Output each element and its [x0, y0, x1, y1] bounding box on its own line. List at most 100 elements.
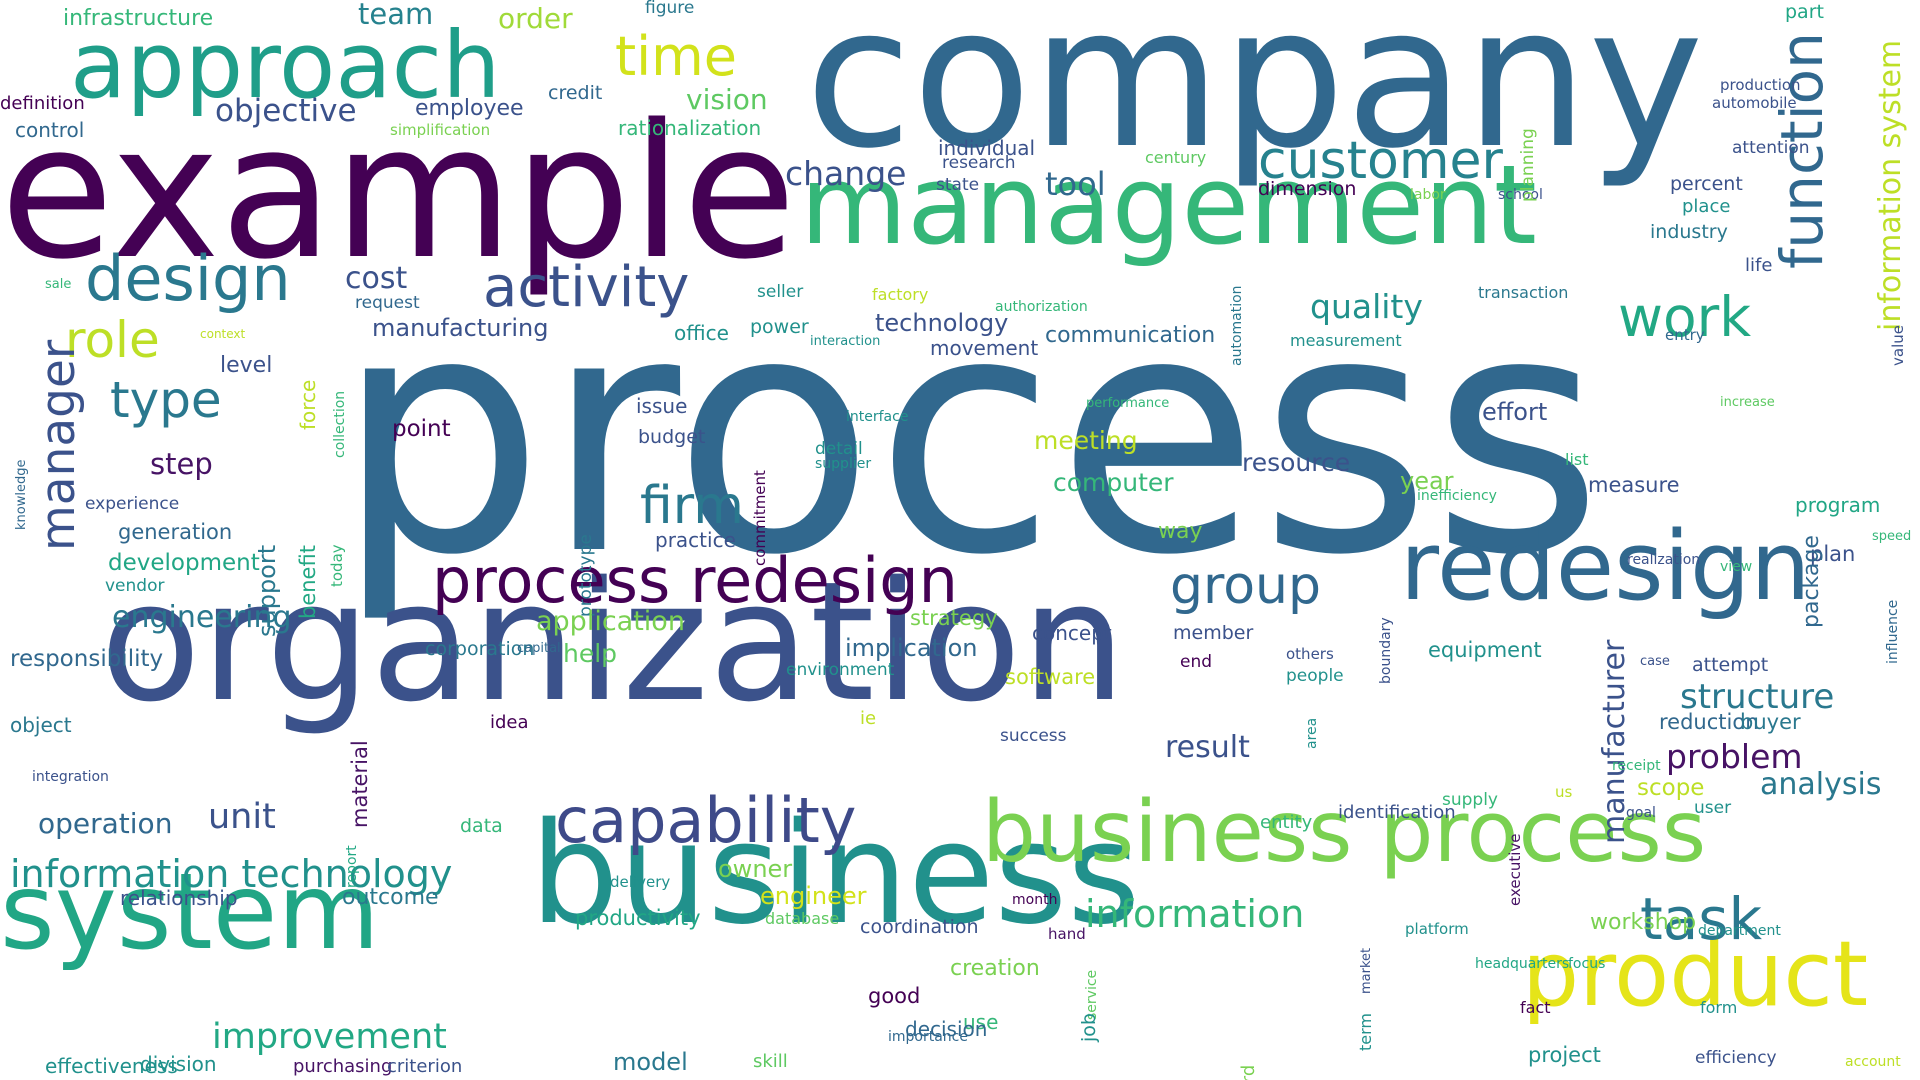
word-operation: operation: [38, 807, 173, 840]
word-firm: firm: [640, 476, 744, 536]
word-context: context: [200, 327, 246, 341]
word-redesign: redesign: [1400, 512, 1811, 622]
word-percent: percent: [1670, 173, 1743, 195]
word-effectiveness: effectiveness: [45, 1054, 178, 1078]
word-object: object: [10, 713, 72, 737]
word-end: end: [1180, 652, 1213, 672]
word-improvement: improvement: [212, 1017, 447, 1057]
word-attention: attention: [1732, 138, 1810, 158]
word-realization: realization: [1627, 552, 1701, 568]
word-infrastructure: infrastructure: [63, 6, 214, 31]
word-group: group: [1170, 556, 1322, 616]
word-productivity: productivity: [575, 906, 701, 930]
word-practice: practice: [655, 528, 736, 552]
word-buyer: buyer: [1740, 710, 1801, 734]
word-member: member: [1173, 622, 1254, 644]
word-form: form: [1700, 998, 1738, 1017]
word-business-process: business process: [982, 783, 1707, 882]
word-part: part: [1785, 1, 1824, 23]
word-measure: measure: [1588, 473, 1680, 497]
word-month: month: [1012, 892, 1058, 908]
word-approach: approach: [70, 12, 501, 119]
word-school: school: [1498, 187, 1543, 203]
word-inefficiency: inefficiency: [1417, 488, 1497, 504]
word-idea: idea: [490, 712, 529, 733]
word-business: business: [530, 793, 1141, 956]
word-interaction: interaction: [810, 334, 881, 349]
word-corporation: corporation: [425, 638, 535, 660]
word-today: today: [328, 544, 346, 587]
word-headquarters: headquarters: [1475, 956, 1570, 972]
word-attempt: attempt: [1692, 654, 1769, 676]
word-vision: vision: [686, 83, 768, 116]
word-manufacturing: manufacturing: [372, 314, 549, 342]
word-effort: effort: [1482, 398, 1548, 426]
word-automobile: automobile: [1712, 94, 1797, 112]
word-labor: labor: [1410, 187, 1446, 203]
word-vendor: vendor: [105, 576, 165, 596]
word-increase: increase: [1720, 395, 1775, 410]
word-database: database: [765, 909, 840, 928]
word-reduction: reduction: [1659, 710, 1759, 734]
word-tool: tool: [1045, 165, 1106, 203]
word-receipt: receipt: [1612, 758, 1661, 774]
word-environment: environment: [786, 660, 895, 680]
word-century: century: [1145, 148, 1207, 167]
word-objective: objective: [215, 93, 357, 129]
word-budget: budget: [638, 426, 706, 448]
word-time: time: [615, 25, 738, 88]
word-supply: supply: [1442, 790, 1498, 810]
word-coordination: coordination: [860, 916, 979, 938]
word-information: information: [1085, 892, 1305, 936]
word-process-redesign: process redesign: [432, 544, 958, 617]
word-influence: influence: [1885, 600, 1901, 665]
word-simplification: simplification: [390, 121, 491, 139]
word-power: power: [750, 316, 809, 338]
word-life: life: [1745, 255, 1773, 276]
word-boundary: boundary: [1378, 617, 1394, 684]
word-dimension: dimension: [1258, 178, 1357, 200]
word-task: task: [1640, 885, 1763, 953]
word-material: material: [348, 740, 372, 828]
word-state: state: [936, 175, 980, 195]
word-platform: platform: [1405, 920, 1469, 938]
word-executive: executive: [1506, 833, 1524, 906]
word-criterion: criterion: [387, 1056, 463, 1077]
word-model: model: [613, 1048, 688, 1076]
word-point: point: [392, 416, 451, 442]
word-employee: employee: [415, 96, 524, 121]
word-way: way: [1158, 519, 1203, 544]
word-responsibility: responsibility: [10, 646, 164, 672]
word-structure: structure: [1680, 677, 1835, 717]
word-issue: issue: [636, 394, 688, 418]
word-plan: plan: [1810, 542, 1856, 566]
word-equipment: equipment: [1428, 638, 1542, 662]
word-supplier: supplier: [815, 456, 872, 472]
word-manager: manager: [31, 340, 86, 552]
word-people: people: [1286, 666, 1344, 686]
word-goal: goal: [1626, 805, 1656, 821]
word-scope: scope: [1637, 775, 1705, 801]
word-measurement: measurement: [1290, 331, 1402, 350]
word-prototype: prototype: [576, 534, 596, 617]
word-knowledge: knowledge: [14, 460, 29, 531]
word-software: software: [1005, 665, 1096, 689]
word-customer: customer: [1258, 131, 1503, 191]
word-work: work: [1618, 285, 1752, 349]
word-factory: factory: [872, 285, 929, 304]
word-workshop: workshop: [1590, 910, 1697, 935]
word-ie: ie: [860, 708, 877, 729]
word-view: view: [1720, 559, 1753, 575]
word-strategy: strategy: [910, 606, 998, 630]
word-success: success: [1000, 726, 1067, 746]
word-experience: experience: [85, 494, 180, 514]
word-order: order: [498, 2, 573, 35]
word-engineering: engineering: [112, 600, 292, 635]
word-help: help: [563, 639, 618, 668]
word-account: account: [1845, 1054, 1901, 1070]
word-division: division: [140, 1052, 217, 1076]
word-good: good: [868, 984, 921, 1008]
word-figure: figure: [645, 0, 695, 18]
word-place: place: [1682, 196, 1731, 217]
